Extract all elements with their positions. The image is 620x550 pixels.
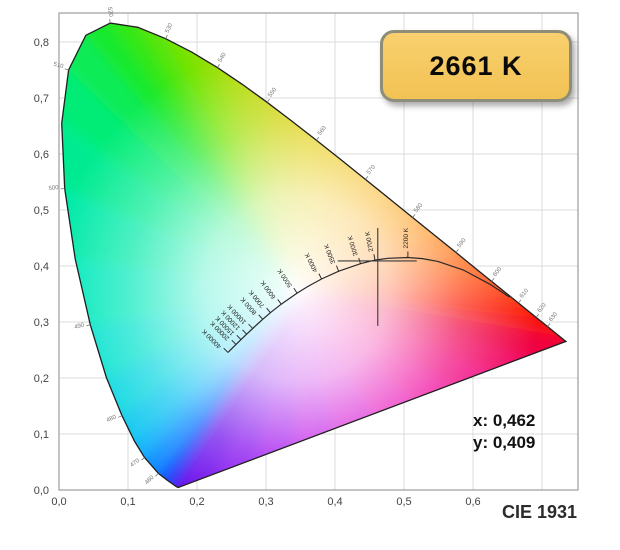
- cct-badge: 2661 K: [380, 30, 572, 102]
- svg-text:490: 490: [74, 322, 86, 331]
- svg-text:0,2: 0,2: [189, 496, 204, 508]
- svg-text:2200 K: 2200 K: [403, 227, 410, 248]
- svg-text:610: 610: [519, 287, 530, 299]
- cct-badge-label: 2661 K: [429, 50, 523, 81]
- svg-text:0,2: 0,2: [34, 373, 49, 385]
- svg-text:0,1: 0,1: [34, 429, 49, 441]
- svg-text:0,6: 0,6: [465, 496, 480, 508]
- xy-readout: x: 0,462 y: 0,409: [473, 410, 535, 454]
- svg-text:530: 530: [165, 22, 175, 34]
- svg-text:540: 540: [217, 51, 228, 63]
- svg-text:0,4: 0,4: [327, 496, 342, 508]
- svg-text:520: 520: [106, 7, 114, 18]
- readout-y-value: y: 0,409: [473, 433, 536, 452]
- x-axis-labels: 0,0 0,1 0,2 0,3 0,4 0,5 0,6: [51, 496, 480, 508]
- svg-text:580: 580: [413, 202, 424, 214]
- svg-text:0,0: 0,0: [51, 496, 66, 508]
- svg-text:620: 620: [537, 302, 548, 314]
- svg-text:0,5: 0,5: [396, 496, 411, 508]
- spectral-locus-outline: [61, 22, 568, 488]
- svg-text:0,3: 0,3: [34, 317, 49, 329]
- svg-text:590: 590: [457, 237, 468, 249]
- svg-text:2700 K: 2700 K: [364, 230, 375, 252]
- svg-text:0,6: 0,6: [34, 149, 49, 161]
- marker-crosshair[interactable]: [337, 227, 417, 326]
- svg-text:570: 570: [366, 164, 377, 176]
- svg-text:600: 600: [492, 266, 503, 278]
- svg-text:0,1: 0,1: [120, 496, 135, 508]
- readout-x-value: x: 0,462: [473, 411, 536, 430]
- svg-text:480: 480: [106, 414, 118, 424]
- svg-text:460: 460: [144, 474, 156, 486]
- plot-border: [58, 12, 579, 491]
- svg-text:500: 500: [48, 185, 59, 192]
- svg-text:510: 510: [53, 62, 65, 71]
- svg-text:0,5: 0,5: [34, 205, 49, 217]
- planckian-locus: [227, 256, 510, 353]
- svg-text:0,7: 0,7: [34, 93, 49, 105]
- svg-text:0,8: 0,8: [34, 37, 49, 49]
- y-axis-labels: 0,0 0,1 0,2 0,3 0,4 0,5 0,6 0,7 0,8: [34, 37, 49, 497]
- svg-text:630: 630: [548, 311, 559, 323]
- svg-text:470: 470: [129, 458, 141, 469]
- svg-text:560: 560: [317, 125, 328, 137]
- svg-text:0,4: 0,4: [34, 261, 49, 273]
- svg-text:0,3: 0,3: [258, 496, 273, 508]
- svg-text:0,0: 0,0: [34, 485, 49, 497]
- svg-text:550: 550: [267, 87, 278, 99]
- diagram-title: CIE 1931: [502, 502, 578, 522]
